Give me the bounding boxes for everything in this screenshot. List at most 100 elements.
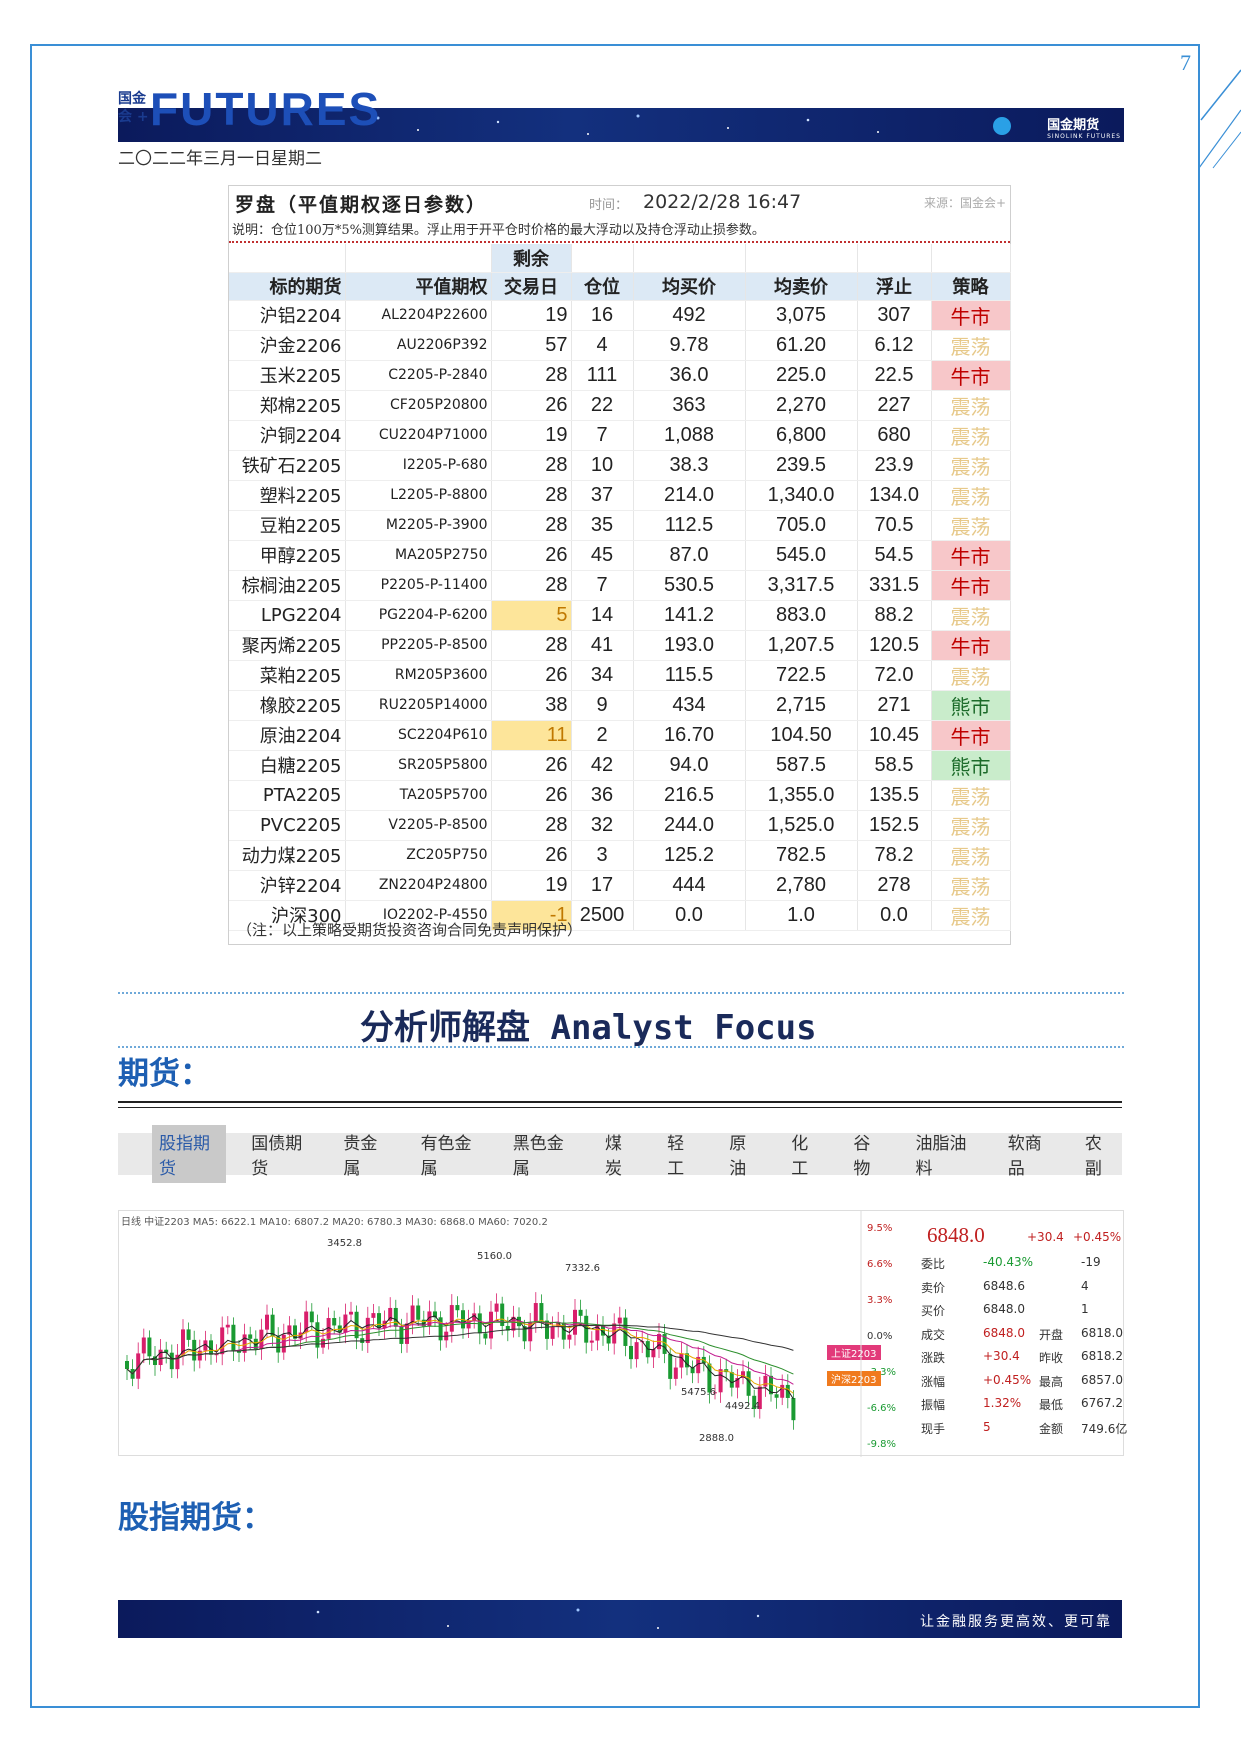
candle xyxy=(466,1320,471,1329)
cell-days: 19 xyxy=(491,420,572,451)
quote-value: 6767.2 xyxy=(1081,1396,1123,1410)
logo-cn: 国金会 + xyxy=(118,91,149,125)
candle xyxy=(175,1354,180,1370)
candle xyxy=(769,1375,773,1395)
candle xyxy=(690,1367,695,1374)
tab-9[interactable]: 谷物 xyxy=(853,1134,871,1179)
cell-underlying: 橡胶2205 xyxy=(229,690,346,721)
candle xyxy=(651,1349,656,1358)
cell-position: 16 xyxy=(571,300,634,331)
cell-avg-buy: 115.5 xyxy=(633,660,746,691)
candle xyxy=(567,1334,572,1340)
cell-float-stop: 88.2 xyxy=(857,600,932,631)
tab-11[interactable]: 软商品 xyxy=(1007,1134,1042,1179)
candle xyxy=(203,1340,208,1351)
table-row: 聚丙烯2205 PP2205-P-8500 28 41 193.0 1,207.5 120.… xyxy=(229,630,1011,661)
candle xyxy=(321,1338,325,1348)
cell-float-stop: 72.0 xyxy=(857,660,932,691)
cell-avg-buy: 112.5 xyxy=(633,510,746,541)
ma5-line xyxy=(126,1314,794,1400)
cell-strategy: 牛市 xyxy=(931,300,1011,331)
cell-underlying: 豆粕2205 xyxy=(229,510,346,541)
cell-position: 10 xyxy=(571,450,634,481)
cell-underlying: 沪铜2204 xyxy=(229,420,346,451)
quote-value: 6848.0 xyxy=(983,1302,1025,1316)
candle xyxy=(237,1350,241,1353)
cell-underlying: 玉米2205 xyxy=(229,360,346,391)
candle xyxy=(276,1336,281,1353)
cell-days: 26 xyxy=(491,750,572,781)
cell-avg-sell: 61.20 xyxy=(745,330,858,361)
table-row: 沪锌2204 ZN2204P24800 19 17 444 2,780 278 震荡 xyxy=(229,870,1011,901)
tab-10[interactable]: 油脂油料 xyxy=(915,1134,967,1179)
footer-slogan: 让金融服务更高效、更可靠 xyxy=(920,1614,1112,1630)
tab-4[interactable]: 黑色金属 xyxy=(512,1134,564,1179)
cell-avg-sell: 1,340.0 xyxy=(745,480,858,511)
candle xyxy=(713,1392,717,1394)
cell-float-stop: 22.5 xyxy=(857,360,932,391)
cell-days: 26 xyxy=(491,660,572,691)
cell-days: 28 xyxy=(491,630,572,661)
cell-underlying: 甲醇2205 xyxy=(229,540,346,571)
candle xyxy=(617,1317,622,1324)
price-annotation: 7332.6 xyxy=(565,1263,600,1274)
cell-avg-sell: 6,800 xyxy=(745,420,858,451)
candle xyxy=(231,1324,236,1351)
header-remaining: 剩余 xyxy=(491,244,572,273)
table-row: 玉米2205 C2205-P-2840 28 111 36.0 225.0 22.5 牛市 xyxy=(229,360,1011,391)
table-row: 动力煤2205 ZC205P750 26 3 125.2 782.5 78.2 震荡 xyxy=(229,840,1011,871)
cell-underlying: 沪锌2204 xyxy=(229,870,346,901)
tab-5[interactable]: 煤炭 xyxy=(604,1134,622,1179)
tab-7[interactable]: 原油 xyxy=(729,1134,747,1179)
tab-8[interactable]: 化工 xyxy=(791,1134,809,1179)
candle xyxy=(349,1311,353,1315)
price-annotation: 4492.4 xyxy=(725,1401,760,1412)
candle xyxy=(561,1322,566,1340)
table-row: 豆粕2205 M2205-P-3900 28 35 112.5 705.0 70.5 震荡 xyxy=(229,510,1011,541)
double-rule xyxy=(118,1101,1122,1108)
compass-table: 剩余 标的期货 平值期权 交易日 仓位 均买价 均卖价 浮止 策略 沪铝2204… xyxy=(229,244,1011,931)
price-annotation: 5475.6 xyxy=(681,1387,716,1398)
quote-row: 涨跌 +30.4 昨收 6818.2 xyxy=(921,1349,1123,1375)
cell-underlying: LPG2204 xyxy=(229,600,346,631)
page-number: 7 xyxy=(1180,50,1191,75)
cell-underlying: 沪深300 xyxy=(229,900,346,931)
candle xyxy=(158,1349,163,1366)
cell-position: 9 xyxy=(571,690,634,721)
cell-float-stop: 152.5 xyxy=(857,810,932,841)
table-row: 沪铝2204 AL2204P22600 19 16 492 3,075 307 牛市 xyxy=(229,300,1011,331)
candle xyxy=(332,1318,337,1326)
tab-12[interactable]: 农副 xyxy=(1084,1134,1102,1179)
cell-float-stop: 78.2 xyxy=(857,840,932,871)
candle xyxy=(578,1309,583,1316)
candle xyxy=(528,1322,533,1342)
candle xyxy=(169,1352,174,1370)
cell-days: 5 xyxy=(491,600,572,631)
cell-underlying: 塑料2205 xyxy=(229,480,346,511)
cell-option: PG2204-P-6200 xyxy=(345,600,492,631)
cell-float-stop: 331.5 xyxy=(857,570,932,601)
tab-6[interactable]: 轻工 xyxy=(667,1134,685,1179)
quote-label: 振幅 xyxy=(921,1398,946,1412)
candle xyxy=(315,1322,320,1348)
cell-avg-sell: 1,355.0 xyxy=(745,780,858,811)
tab-0[interactable]: 股指期货 xyxy=(152,1125,227,1183)
stock-index-heading: 股指期货： xyxy=(118,1500,273,1536)
tab-3[interactable]: 有色金属 xyxy=(420,1134,472,1179)
candle xyxy=(153,1356,157,1366)
candle xyxy=(410,1305,415,1324)
cell-underlying: 白糖2205 xyxy=(229,750,346,781)
cell-underlying: 聚丙烯2205 xyxy=(229,630,346,661)
cell-float-stop: 54.5 xyxy=(857,540,932,571)
compass-note: 说明：仓位100万*5%测算结果。浮止用于开平仓时价格的最大浮动以及持仓浮动止损… xyxy=(232,223,765,238)
tab-2[interactable]: 贵金属 xyxy=(343,1134,378,1179)
quote-value: 1 xyxy=(1081,1302,1089,1316)
cell-float-stop: 278 xyxy=(857,870,932,901)
series-tag-label: 上证2203 xyxy=(831,1348,876,1360)
cell-position: 37 xyxy=(571,480,634,511)
tab-1[interactable]: 国债期货 xyxy=(251,1134,303,1179)
candle xyxy=(365,1317,370,1343)
candle xyxy=(634,1342,639,1360)
candle xyxy=(287,1325,292,1335)
cell-strategy: 震荡 xyxy=(931,660,1011,691)
